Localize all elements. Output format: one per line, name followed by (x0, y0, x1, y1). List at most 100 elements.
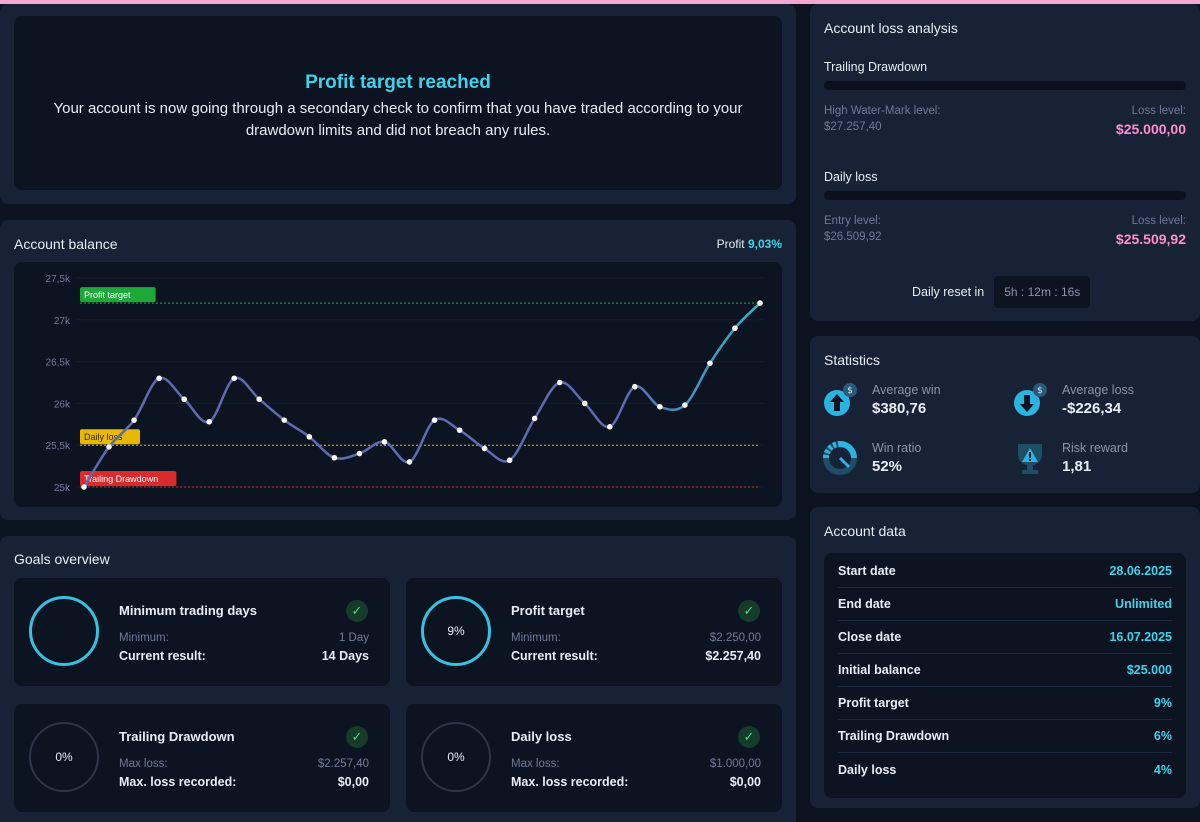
average-win-icon: $ (824, 383, 857, 416)
svg-text:$: $ (847, 386, 853, 396)
y-tick-label: 26,5k (46, 358, 71, 369)
balance-point (231, 375, 238, 382)
account-data-panel: Account data Start date 28.06.2025 End da… (810, 507, 1200, 808)
y-tick-label: 27k (54, 316, 71, 327)
stat-average-loss: $ Average loss -$226,34 (1012, 382, 1134, 418)
row-value: 9% (1153, 696, 1172, 710)
goals-overview-panel: Goals overview Minimum trading days ✓ Mi… (0, 536, 796, 822)
goal-label: Current result: (119, 649, 206, 663)
goal-progress-ring: 0% (29, 722, 99, 792)
goal-label: Minimum: (119, 632, 169, 644)
balance-point (81, 484, 87, 490)
goal-row-minimum: Minimum: $2.250,00 (511, 632, 761, 644)
y-tick-label: 25k (54, 483, 71, 494)
goal-daily-loss: 0% Daily loss ✓ Max loss: $1.000,00 Max. … (406, 704, 782, 812)
goal-title: Profit target (511, 603, 585, 618)
row-value: $25.000 (1126, 663, 1172, 677)
stat-win-ratio: Win ratio 52% (822, 440, 921, 476)
hwm-value: $27.257,40 (824, 121, 882, 133)
account-data-table: Start date 28.06.2025 End date Unlimited C… (824, 553, 1186, 798)
account-data-row: Profit target 9% (838, 687, 1172, 720)
goal-label: Minimum: (511, 632, 561, 644)
row-value: 6% (1153, 729, 1172, 743)
account-data-row: Close date 16.07.2025 (838, 621, 1172, 654)
top-accent-bar (0, 0, 1200, 4)
average-loss-label: Average loss (1062, 383, 1135, 397)
balance-point (131, 417, 137, 423)
goals-title: Goals overview (14, 551, 110, 567)
balance-title: Account balance (14, 236, 118, 252)
goal-value: $2.257,40 (705, 649, 761, 663)
balance-point (682, 402, 688, 408)
row-key: Start date (838, 564, 896, 578)
entry-level-value: $26.509,92 (824, 231, 882, 243)
check-icon: ✓ (738, 600, 760, 622)
loss-level-value: $25.000,00 (1115, 121, 1186, 137)
goal-label: Current result: (511, 649, 598, 663)
balance-point (206, 418, 212, 425)
balance-point (506, 457, 513, 464)
daily-level-labels: Entry level: Loss level: (824, 215, 1186, 227)
risk-reward-value: 1,81 (1062, 458, 1092, 475)
daily-loss-bar (824, 191, 1186, 200)
row-value: 16.07.2025 (1109, 630, 1172, 644)
account-data-row: Trailing Drawdown 6% (838, 720, 1172, 753)
balance-chart[interactable]: 27,5k 27k 26,5k 26k 25,5k 25k Profit target Dai… (14, 262, 782, 507)
risk-reward-label: Risk reward (1062, 441, 1128, 455)
reference-label-box (80, 429, 140, 445)
row-value: 28.06.2025 (1109, 564, 1172, 578)
entry-level-label: Entry level: (824, 215, 881, 227)
stat-average-win: $ Average win $380,76 (822, 382, 941, 418)
goal-row-current: Current result: $2.257,40 (511, 649, 761, 663)
goal-value: $0,00 (729, 775, 761, 789)
profit-banner: Profit target reached Your account is no… (14, 16, 782, 190)
daily-reset-label: Daily reset in (912, 285, 985, 299)
daily-level-values: $26.509,92 $25.509,92 (824, 231, 1186, 247)
loss-level-label: Loss level: (1131, 215, 1186, 227)
balance-point (406, 459, 413, 465)
goal-title: Daily loss (511, 729, 572, 744)
account-data-title: Account data (824, 523, 906, 539)
goal-value: $1.000,00 (709, 758, 761, 770)
goal-value: $2.250,00 (709, 632, 761, 644)
balance-point (581, 400, 588, 407)
profit-label: Profit (716, 237, 745, 251)
loss-analysis-title: Account loss analysis (824, 20, 958, 36)
win-ratio-value: 52% (872, 458, 903, 475)
goal-label: Max. loss recorded: (511, 775, 629, 789)
goal-row-recorded: Max. loss recorded: $0,00 (119, 775, 369, 789)
statistics-title: Statistics (824, 352, 881, 368)
balance-point (632, 383, 638, 390)
goal-progress-ring: 9% (421, 596, 491, 666)
profit-summary: Profit 9,03% (717, 237, 782, 251)
check-icon: ✓ (738, 726, 760, 748)
average-win-value: $380,76 (872, 400, 927, 417)
goal-label: Max loss: (119, 758, 168, 770)
check-icon: ✓ (346, 726, 368, 748)
check-icon: ✓ (346, 600, 368, 622)
goal-minimum-trading-days: Minimum trading days ✓ Minimum: 1 Day Cur… (14, 578, 390, 686)
row-key: End date (838, 597, 891, 611)
goal-ring-label: 0% (447, 750, 465, 764)
goal-progress-ring (29, 596, 99, 666)
balance-point (331, 454, 338, 461)
balance-point (256, 396, 263, 403)
average-loss-icon: $ (1014, 383, 1047, 416)
y-tick-label: 27,5k (46, 274, 71, 285)
row-value: 4% (1153, 762, 1172, 777)
goal-profit-target: 9% Profit target ✓ Minimum: $2.250,00 Cur… (406, 578, 782, 686)
row-key: Profit target (838, 696, 909, 710)
balance-point (281, 417, 288, 423)
goal-label: Max loss: (511, 758, 560, 770)
balance-chart-area: 27,5k 27k 26,5k 26k 25,5k 25k Profit target Dai… (14, 262, 782, 507)
goal-row-current: Current result: 14 Days (119, 649, 369, 663)
balance-point (456, 427, 463, 433)
goal-title: Trailing Drawdown (119, 729, 235, 744)
balance-point (381, 439, 388, 445)
balance-point (356, 450, 363, 457)
goal-label: Max. loss recorded: (119, 775, 237, 789)
trailing-drawdown-title: Trailing Drawdown (824, 60, 928, 74)
balance-point (306, 434, 313, 440)
balance-point (606, 424, 613, 430)
loss-analysis-panel: Account loss analysis Trailing Drawdown … (810, 4, 1200, 321)
